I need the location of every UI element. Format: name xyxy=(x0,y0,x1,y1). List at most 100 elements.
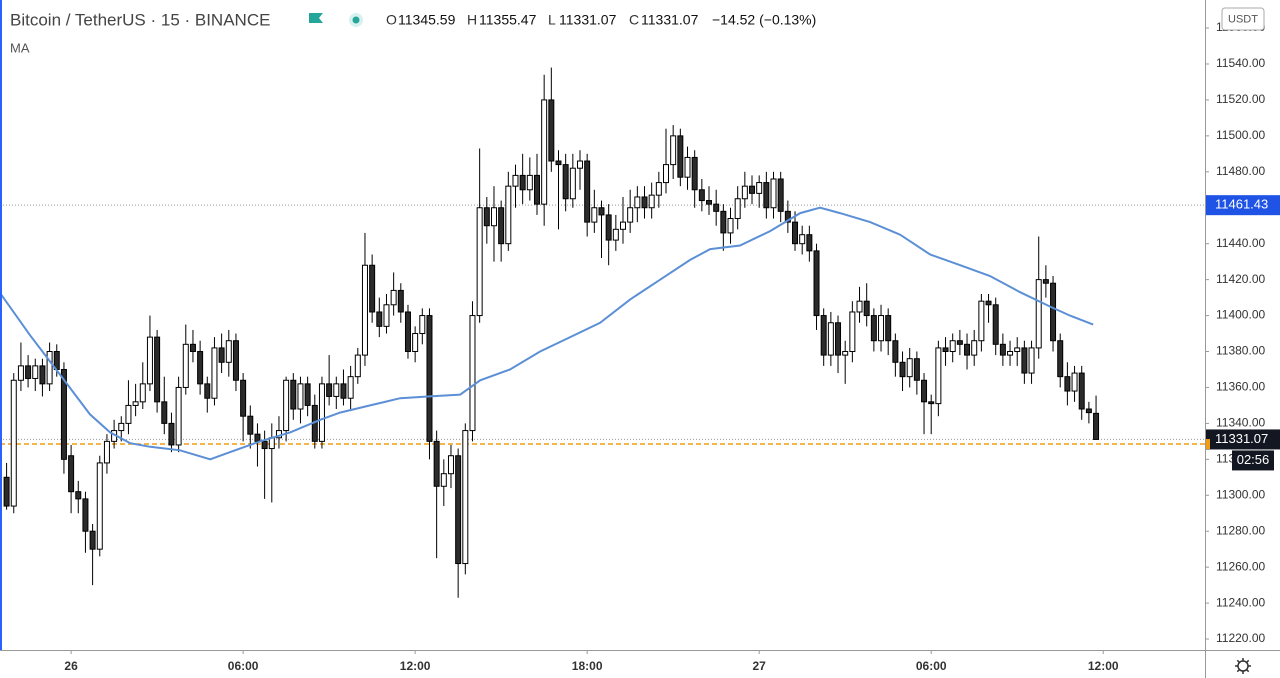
candle-body xyxy=(713,203,720,212)
candle-body xyxy=(283,379,290,432)
candle-body xyxy=(835,322,842,356)
candle-body xyxy=(935,347,942,405)
candle-body xyxy=(211,347,218,399)
candle-body xyxy=(605,214,612,241)
candle-body xyxy=(383,304,390,327)
candle-body xyxy=(17,365,24,381)
candle-body xyxy=(555,160,562,166)
candle-body xyxy=(749,185,756,194)
candle-body xyxy=(376,311,383,327)
candle-body xyxy=(519,174,526,191)
candle-body xyxy=(225,340,232,363)
candle-body xyxy=(96,462,103,550)
candle-body xyxy=(139,383,146,403)
candle-body xyxy=(720,210,727,234)
candle-body xyxy=(842,351,849,356)
settings-icon[interactable] xyxy=(1235,658,1251,674)
y-tick-label: 11340.00 xyxy=(1216,416,1265,430)
flag-icon[interactable] xyxy=(309,13,323,23)
gear-teeth xyxy=(1235,658,1251,674)
candle-body xyxy=(569,167,576,200)
candle-body xyxy=(369,264,376,313)
candle-body xyxy=(591,207,598,223)
candle-body xyxy=(677,135,684,178)
last-price-label: 11331.07 xyxy=(1215,431,1268,446)
y-tick-label: 11300.00 xyxy=(1216,487,1265,501)
candle-body xyxy=(1042,279,1049,284)
y-tick-label: 11280.00 xyxy=(1216,523,1265,537)
x-tick-label: 06:00 xyxy=(228,659,259,673)
x-tick-label: 12:00 xyxy=(1088,659,1119,673)
candle-body xyxy=(361,264,368,356)
candle-body xyxy=(218,347,225,363)
candle-body xyxy=(928,401,935,405)
candle-body xyxy=(619,221,626,230)
y-tick-label: 11480.00 xyxy=(1216,164,1265,178)
legend-label: H xyxy=(467,12,477,28)
candle-body xyxy=(404,311,411,353)
candle-body xyxy=(655,182,662,196)
candle-body xyxy=(799,234,806,245)
y-tick-label: 11400.00 xyxy=(1216,308,1265,322)
candle-body xyxy=(698,189,705,202)
candle-body xyxy=(741,185,748,200)
legend-value: 11331.07 xyxy=(641,12,699,28)
candle-body xyxy=(598,207,605,216)
candle-body xyxy=(641,196,648,209)
candle-body xyxy=(533,174,540,205)
indicator-label[interactable]: MA xyxy=(10,40,30,55)
candle-body xyxy=(892,340,899,363)
candle-body xyxy=(39,365,46,385)
candle-body xyxy=(949,340,956,353)
candle-body xyxy=(297,383,304,410)
candle-body xyxy=(1071,372,1078,392)
candle-body xyxy=(906,358,913,378)
candle-body xyxy=(964,343,971,356)
candle-body xyxy=(512,174,519,187)
candle-body xyxy=(125,404,132,424)
candle-body xyxy=(232,340,239,381)
candle-body xyxy=(899,361,906,378)
candle-body xyxy=(870,315,877,342)
candle-body xyxy=(562,164,569,200)
candle-body xyxy=(913,358,920,381)
candle-body xyxy=(118,422,125,432)
legend-value: 11355.47 xyxy=(479,12,537,28)
candle-body xyxy=(197,351,204,385)
y-tick-label: 11440.00 xyxy=(1216,236,1265,250)
candle-body xyxy=(849,311,856,353)
candle-body xyxy=(490,207,497,227)
candle-body xyxy=(476,207,483,317)
x-tick-label: 18:00 xyxy=(572,659,603,673)
x-tick-label: 27 xyxy=(753,659,767,673)
candle-body xyxy=(1064,376,1071,392)
candle-body xyxy=(75,491,82,500)
candle-body xyxy=(447,455,454,475)
candle-body xyxy=(455,455,462,565)
y-tick-label: 11220.00 xyxy=(1216,631,1265,645)
candle-body xyxy=(999,343,1006,356)
candle-body xyxy=(46,351,53,385)
candle-body xyxy=(469,315,476,432)
candle-body xyxy=(354,354,361,378)
y-tick-label: 11500.00 xyxy=(1216,128,1265,142)
candle-body xyxy=(706,200,713,205)
candle-body xyxy=(727,218,734,234)
candle-body xyxy=(684,156,691,178)
high-tag xyxy=(1206,195,1280,216)
y-tick-label: 11520.00 xyxy=(1216,92,1265,106)
currency-box[interactable] xyxy=(1221,7,1265,31)
candle-body xyxy=(412,333,419,353)
y-tick-label: 11360.00 xyxy=(1216,380,1265,394)
candle-body xyxy=(3,476,10,507)
candle-body xyxy=(254,433,261,442)
x-tick-label: 06:00 xyxy=(916,659,947,673)
candle-body xyxy=(1078,372,1085,410)
candle-body xyxy=(82,498,89,532)
candle-body xyxy=(663,164,670,184)
candle-body xyxy=(333,383,340,397)
candle-body xyxy=(763,182,770,209)
candle-body xyxy=(921,379,928,403)
time-axis: 26 06:00 12:00 18:00 27 06:00 12:00 xyxy=(64,650,1119,673)
